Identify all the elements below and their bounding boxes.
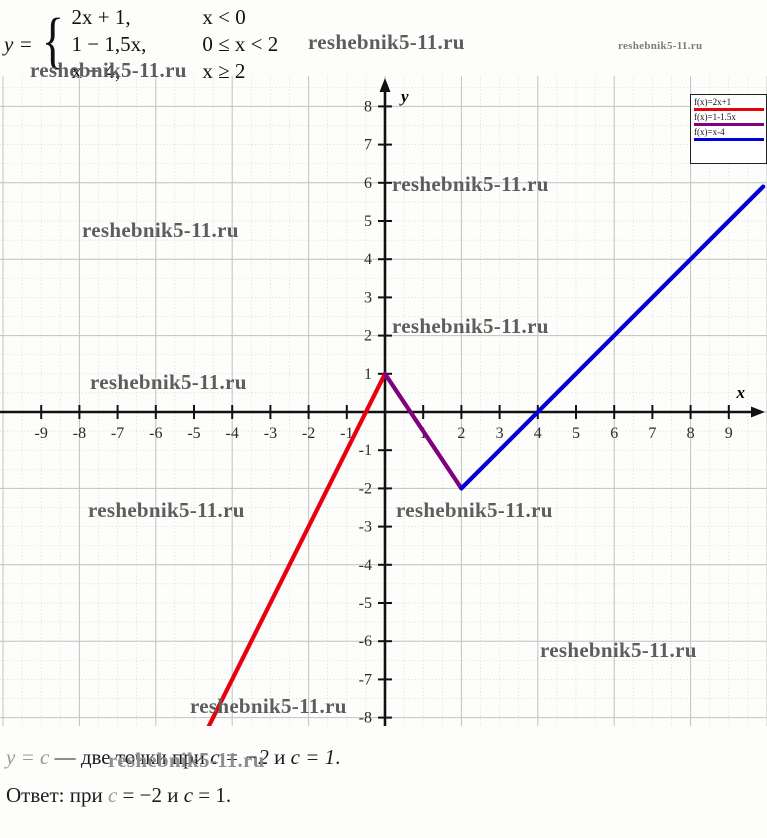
x-tick-label: 9 — [725, 425, 733, 442]
legend-color-swatch — [694, 123, 764, 126]
chart-legend: f(x)=2x+1 f(x)=1-1.5x f(x)=x-4 — [690, 94, 767, 164]
y-tick-label: 4 — [364, 251, 372, 268]
legend-item-2: f(x)=x-4 — [694, 127, 764, 141]
watermark-1: reshebnik5-11.ru — [618, 40, 703, 52]
x-tick-label: -4 — [226, 425, 239, 442]
answer-text-1: — две точки при — [49, 745, 211, 769]
coordinate-plane: -9 -8 -7 -6 -5 -4 -3 -2 -1 1 2 3 4 5 6 7 8 9 -8 -7 -6 -5 -4 -3 -… — [0, 76, 767, 726]
series-line-0 — [206, 371, 388, 726]
x-axis-arrow — [751, 406, 765, 418]
formula-case-row: 1 − 1,5x, 0 ≤ x < 2 — [72, 31, 279, 58]
answer-period-1: . — [335, 745, 341, 769]
answer-c-symbol-2: c — [183, 783, 194, 807]
formula-case-expr: 1 − 1,5x, — [71, 32, 147, 56]
x-tick-label: -6 — [149, 425, 162, 442]
y-tick-label: -6 — [359, 633, 372, 650]
y-tick-label: 1 — [364, 366, 372, 383]
formula-case-cond: 0 ≤ x < 2 — [202, 32, 279, 56]
x-tick-label: -8 — [73, 425, 86, 442]
y-tick-label: 7 — [364, 137, 372, 154]
minor-gridlines — [0, 76, 767, 726]
major-gridlines — [0, 76, 767, 726]
series-line-2 — [459, 184, 766, 491]
x-tick-label: 3 — [496, 425, 504, 442]
answer-label: Ответ — [6, 783, 59, 807]
watermark-2: reshebnik5-11.ru — [308, 30, 465, 54]
legend-item-0: f(x)=2x+1 — [694, 97, 764, 111]
x-tick-label: 4 — [534, 425, 542, 442]
y-axis-arrow — [379, 78, 391, 92]
legend-label: f(x)=x-4 — [694, 127, 725, 137]
y-tick-label: -3 — [359, 519, 372, 536]
answer-expr-yc: y = c — [6, 745, 50, 769]
formula-lhs: y = — [4, 32, 33, 56]
answer-c-value-2: c = 1 — [290, 745, 336, 769]
legend-label: f(x)=2x+1 — [694, 97, 732, 107]
answer-conj-1: и — [268, 745, 291, 769]
answer-text-2: : при — [58, 783, 108, 807]
answer-c-symbol-1: c — [107, 783, 118, 807]
y-tick-label: -8 — [359, 710, 372, 726]
x-tick-label: -5 — [187, 425, 200, 442]
x-tick-label: 5 — [572, 425, 580, 442]
formula-cases: 2x + 1, x < 0 1 − 1,5x, 0 ≤ x < 2 x − 4,… — [72, 4, 279, 85]
formula-brace: { — [41, 7, 64, 76]
answer-c-value-1: c = −2 — [210, 745, 269, 769]
x-tick-label: 7 — [648, 425, 656, 442]
y-tick-label: 3 — [364, 289, 372, 306]
x-tick-label: -9 — [35, 425, 48, 442]
y-tick-label: 6 — [364, 175, 372, 192]
tick-marks: -9 -8 -7 -6 -5 -4 -3 -2 -1 1 2 3 4 5 6 7 8 9 -8 -7 -6 -5 -4 -3 -… — [35, 98, 733, 726]
x-tick-label: 8 — [687, 425, 695, 442]
formula-case-cond: x ≥ 2 — [202, 59, 246, 83]
formula-case-cond: x < 0 — [202, 5, 246, 29]
y-tick-label: -1 — [359, 442, 372, 459]
graph-plot: -9 -8 -7 -6 -5 -4 -3 -2 -1 1 2 3 4 5 6 7 8 9 -8 -7 -6 -5 -4 -3 -… — [0, 76, 767, 726]
legend-item-1: f(x)=1-1.5x — [694, 112, 764, 126]
y-tick-label: -2 — [359, 480, 372, 497]
x-tick-label: -7 — [111, 425, 124, 442]
legend-color-swatch — [694, 138, 764, 141]
x-tick-label: -3 — [264, 425, 277, 442]
x-tick-label: -1 — [340, 425, 353, 442]
y-tick-label: -4 — [359, 557, 372, 574]
series-line-1 — [382, 371, 464, 491]
x-tick-label: -2 — [302, 425, 315, 442]
formula-case-expr: 2x + 1, — [71, 5, 131, 29]
piecewise-formula: y = { 2x + 1, x < 0 1 − 1,5x, 0 ≤ x < 2 … — [4, 4, 278, 85]
y-tick-label: 5 — [364, 213, 372, 230]
answer-value-2: = 1. — [193, 783, 232, 807]
y-tick-label: 2 — [364, 328, 372, 345]
y-tick-label: 8 — [364, 98, 372, 115]
y-tick-label: -7 — [359, 671, 372, 688]
answer-line-1: y = c — две точки при c = −2 и c = 1. — [6, 745, 340, 770]
legend-color-swatch — [694, 108, 764, 111]
y-axis-label: y — [399, 87, 409, 106]
legend-label: f(x)=1-1.5x — [694, 112, 736, 122]
answer-value-1: = −2 и — [117, 783, 184, 807]
formula-case-row: 2x + 1, x < 0 — [72, 4, 279, 31]
y-tick-label: -5 — [359, 595, 372, 612]
x-tick-label: 2 — [457, 425, 465, 442]
x-tick-label: 6 — [610, 425, 618, 442]
x-axis-label: x — [736, 383, 746, 402]
answer-line-2: Ответ: при c = −2 и c = 1. — [6, 783, 231, 808]
axes — [0, 78, 765, 726]
